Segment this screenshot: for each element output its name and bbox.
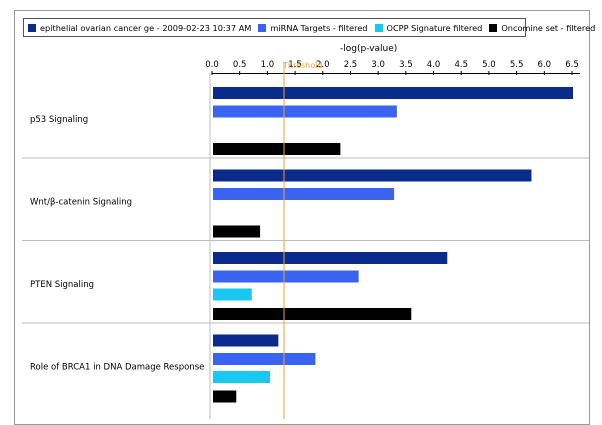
bar [213,188,395,200]
legend-item-series-2[interactable]: miRNA Targets - filtered [258,22,368,33]
legend-label-series-1: epithelial ovarian cancer ge - 2009-02-2… [40,22,252,33]
x-tick-label: 2.5 [344,60,358,70]
category-label: p53 Signaling [30,115,88,125]
threshold-label: Threshold [282,61,322,70]
legend-item-series-1[interactable]: epithelial ovarian cancer ge - 2009-02-2… [28,23,251,33]
bar [213,252,448,264]
bar [213,87,573,99]
x-tick-label: 3.5 [399,60,413,70]
bar [213,371,271,383]
legend-swatch-series-2 [258,23,267,32]
legend-swatch-series-3 [374,23,383,32]
bar [213,169,532,182]
bar [213,353,316,365]
bar [213,334,279,347]
legend-label-series-4: Oncomine set - filtered [501,22,596,33]
x-tick-label: 4.5 [454,60,468,70]
x-tick-label: 0.0 [205,60,219,70]
x-tick-label: 3.0 [371,60,385,70]
legend-label-series-2: miRNA Targets - filtered [270,22,368,33]
bar [213,390,237,403]
x-axis-title: -log(p-value) [340,44,398,54]
x-tick-label: 5.0 [482,60,496,70]
legend-swatch-series-4 [489,23,498,32]
bar [213,105,397,118]
bar [213,143,341,155]
bar [213,308,412,320]
x-tick-label: 2.0 [316,60,330,70]
x-tick-label: 1.5 [288,60,302,70]
x-tick-label: 5.5 [510,60,524,70]
bar [213,270,359,283]
legend: epithelial ovarian cancer ge - 2009-02-2… [23,18,595,37]
legend-swatch-series-1 [28,23,36,32]
legend-label-series-3: OCPP Signature filtered [386,22,483,33]
category-label: Role of BRCA1 in DNA Damage Response [30,363,204,373]
x-tick-label: 4.0 [427,60,441,70]
x-tick-label: 6.5 [565,60,579,70]
category-label: PTEN Signaling [30,280,94,290]
x-tick-label: 1.0 [261,60,275,70]
x-tick-label: 0.5 [233,60,247,70]
legend-item-series-3[interactable]: OCPP Signature filtered [374,22,483,33]
legend-item-series-4[interactable]: Oncomine set - filtered [489,23,595,33]
bar [213,225,261,238]
x-tick-label: 6.0 [538,60,552,70]
bar [213,288,252,301]
category-label: Wnt/β-catenin Signaling [30,198,132,208]
